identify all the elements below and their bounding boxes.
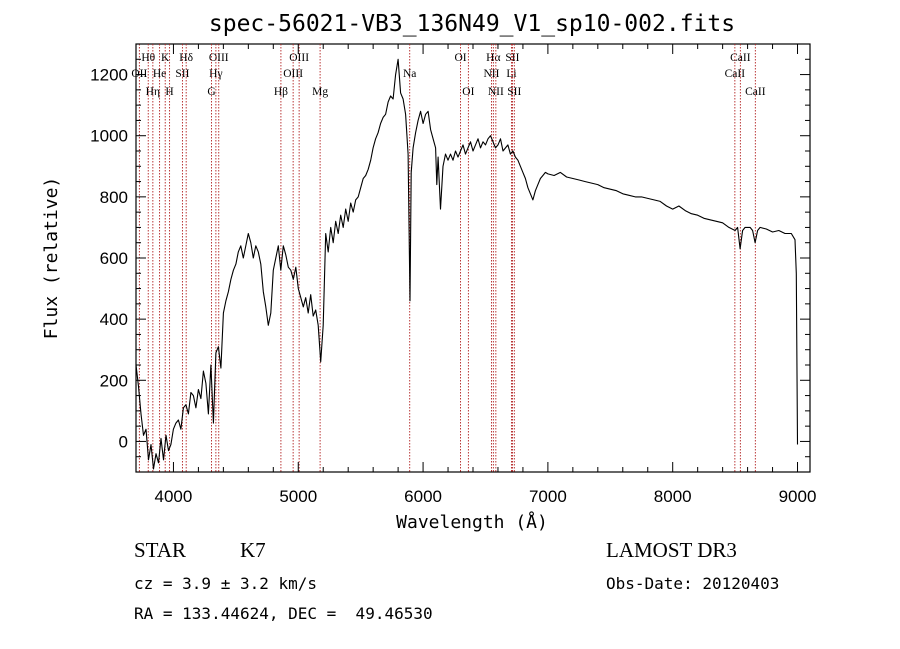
line-marker-label: OIII xyxy=(209,52,229,64)
x-tick-label: 7000 xyxy=(529,487,567,506)
line-marker-label: SII xyxy=(507,86,521,98)
line-marker-label: Na xyxy=(403,68,416,80)
line-marker-label: NII xyxy=(483,68,499,80)
line-marker-label: Hα xyxy=(486,52,500,64)
line-marker-label: OII xyxy=(131,68,147,80)
x-tick-label: 6000 xyxy=(404,487,442,506)
x-axis-label: Wavelength (Å) xyxy=(396,511,548,533)
axis-ticks: 4000 5000 6000 7000 8000 9000 0 200 400 600 800 100… xyxy=(90,43,817,506)
line-marker-label: OI xyxy=(454,52,466,64)
x-tick-label: 4000 xyxy=(155,487,193,506)
line-marker-label: Hγ xyxy=(209,68,222,80)
line-marker-label: OIII xyxy=(283,68,303,80)
line-marker-label: H xyxy=(165,86,173,98)
y-tick-label: 200 xyxy=(100,371,128,390)
line-marker-label: Hθ xyxy=(141,52,155,64)
line-marker-label: SII xyxy=(505,52,519,64)
y-tick-label: 1200 xyxy=(90,66,128,85)
chart-title: spec-56021-VB3_136N49_V1_sp10-002.fits xyxy=(209,11,735,37)
survey-name: LAMOST DR3 xyxy=(606,538,737,562)
y-tick-label: 600 xyxy=(100,249,128,268)
redshift-cz: cz = 3.9 ± 3.2 km/s xyxy=(134,574,318,593)
line-marker-label: OIII xyxy=(289,52,309,64)
object-class: STAR xyxy=(134,538,186,562)
observation-date: Obs-Date: 20120403 xyxy=(606,574,780,593)
y-tick-label: 800 xyxy=(100,188,128,207)
line-marker-label: G xyxy=(207,86,215,98)
object-subclass: K7 xyxy=(240,538,266,562)
line-marker-label: Mg xyxy=(312,86,328,98)
y-tick-label: 400 xyxy=(100,310,128,329)
line-marker-label: K xyxy=(161,52,170,64)
line-marker-label: He xyxy=(153,68,166,80)
coordinates: RA = 133.44624, DEC = 49.46530 xyxy=(134,604,433,623)
line-marker-label: NII xyxy=(488,86,504,98)
line-marker-label: CaII xyxy=(725,68,746,80)
y-tick-label: 1000 xyxy=(90,127,128,146)
x-tick-label: 9000 xyxy=(779,487,817,506)
line-marker-label: OI xyxy=(462,86,474,98)
x-tick-label: 5000 xyxy=(279,487,317,506)
line-marker-label: CaII xyxy=(745,86,766,98)
y-axis-label: Flux (relative) xyxy=(41,177,62,340)
x-tick-label: 8000 xyxy=(654,487,692,506)
line-marker-label: Hδ xyxy=(179,52,193,64)
spectrum-line xyxy=(135,58,799,470)
y-tick-label: 0 xyxy=(119,432,128,451)
line-marker-label: Li xyxy=(506,68,516,80)
line-marker-label: Hη xyxy=(146,86,160,98)
line-marker-label: SII xyxy=(175,68,189,80)
line-marker-label: Hβ xyxy=(274,86,288,98)
line-marker-label: CaII xyxy=(730,52,751,64)
